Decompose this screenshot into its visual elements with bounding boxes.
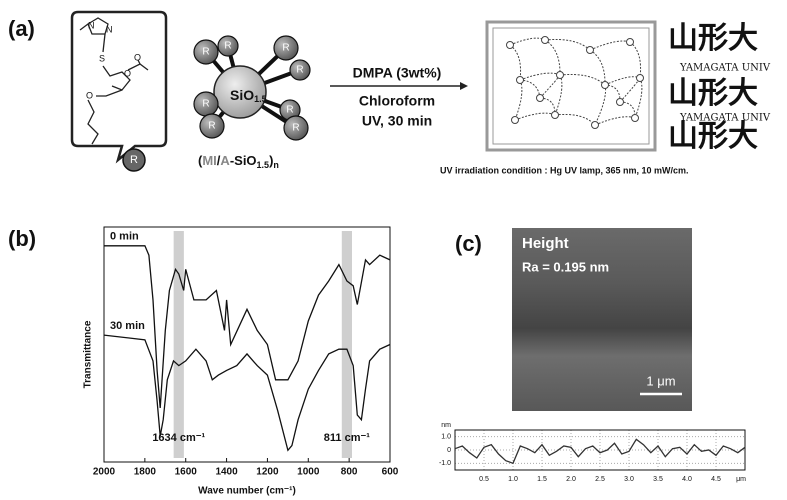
y-tick-label: -1.0 (439, 460, 451, 467)
panel-label: (a) (8, 16, 35, 41)
y-tick-label: 0 (447, 447, 451, 454)
stamp-text: YAMAGATA UNIV (679, 63, 771, 74)
r-label: R (224, 41, 231, 52)
x-tick-label: 2.5 (595, 476, 605, 483)
atom: S (99, 53, 105, 63)
x-tick-label: 4.5 (711, 476, 721, 483)
atom: O (134, 52, 141, 62)
crosslink (627, 39, 634, 46)
molecule (80, 18, 148, 144)
stamp-text: 山形大 (668, 21, 758, 56)
crosslink (557, 72, 564, 79)
x-tick-label: 2000 (93, 467, 116, 478)
r-label: R (292, 123, 299, 134)
stamp-text: 山形大 (668, 119, 758, 154)
figure: (a) N N S O O O R RRRRRRRR SiO1.5 (MI/A-… (0, 0, 787, 500)
roughness: Ra = 0.195 nm (522, 259, 609, 274)
image-title: Height (522, 235, 569, 252)
irradiation-note: UV irradiation condition : Hg UV lamp, 3… (440, 165, 689, 175)
crosslink (637, 75, 644, 82)
atom: O (86, 90, 93, 100)
highlight-band (174, 231, 184, 458)
x-axis-label: Wave number (cm⁻¹) (198, 486, 296, 497)
highlight-band (342, 231, 352, 458)
crosslink (587, 47, 594, 54)
x-unit: μm (736, 476, 746, 483)
crosslink (512, 117, 519, 124)
y-unit: nm (441, 422, 451, 429)
polymer-part: MI (202, 153, 216, 168)
crosslink (517, 77, 524, 84)
condition: DMPA (3wt%) (353, 65, 442, 81)
x-tick-label: 1000 (297, 467, 320, 478)
x-tick-label: 1.5 (537, 476, 547, 483)
stamp: 山形大 YAMAGATA UNIV 山形大 YAMAGATA UNIV 山形大 (668, 21, 771, 154)
stamp-text: 山形大 (668, 76, 758, 111)
polymer-part: n (273, 160, 279, 170)
crosslink (537, 95, 544, 102)
polymer-label: (MI/A-SiO1.5)n (198, 153, 279, 170)
r-label: R (282, 43, 289, 54)
crosslink (552, 112, 559, 119)
x-tick-label: 0.5 (479, 476, 489, 483)
r-label: R (296, 65, 303, 76)
x-tick-label: 1800 (134, 467, 157, 478)
x-tick-label: 1.0 (508, 476, 518, 483)
x-tick-label: 3.5 (653, 476, 663, 483)
series-label: 0 min (110, 231, 139, 243)
condition: Chloroform (359, 93, 435, 109)
crosslink (507, 42, 514, 49)
y-tick-label: 1.0 (441, 434, 451, 441)
polymer-part: 1.5 (257, 160, 270, 170)
core-text: SiO (230, 87, 254, 103)
x-tick-label: 1600 (175, 467, 198, 478)
y-axis-label: Transmittance (83, 320, 94, 388)
band-label: 811 cm⁻¹ (324, 432, 371, 444)
bubble (72, 12, 166, 160)
x-tick-label: 1200 (256, 467, 279, 478)
panel-label: (c) (455, 231, 482, 256)
crosslink (542, 37, 549, 44)
polymer-part: -SiO (230, 153, 257, 168)
x-tick-label: 3.0 (624, 476, 634, 483)
crosslink (602, 82, 609, 89)
r-label: R (202, 47, 209, 58)
arrow-head (460, 82, 468, 90)
x-tick-label: 600 (382, 467, 399, 478)
panel-label: (b) (8, 226, 36, 251)
scale-label: 1 μm (646, 373, 675, 388)
atom: O (124, 68, 131, 78)
condition: UV, 30 min (362, 113, 432, 129)
atom: N (88, 20, 95, 30)
r-label: R (286, 105, 293, 116)
atom: N (106, 24, 113, 34)
x-tick-label: 1400 (215, 467, 238, 478)
x-tick-label: 800 (341, 467, 358, 478)
x-tick-label: 2.0 (566, 476, 576, 483)
crosslink (632, 115, 639, 122)
x-tick-label: 4.0 (682, 476, 692, 483)
series-label: 30 min (110, 320, 145, 332)
r-label: R (130, 154, 138, 166)
r-label: R (208, 121, 215, 132)
core-subscript: 1.5 (254, 94, 267, 104)
crosslink (592, 122, 599, 129)
r-label: R (202, 99, 209, 110)
crosslink (617, 99, 624, 106)
